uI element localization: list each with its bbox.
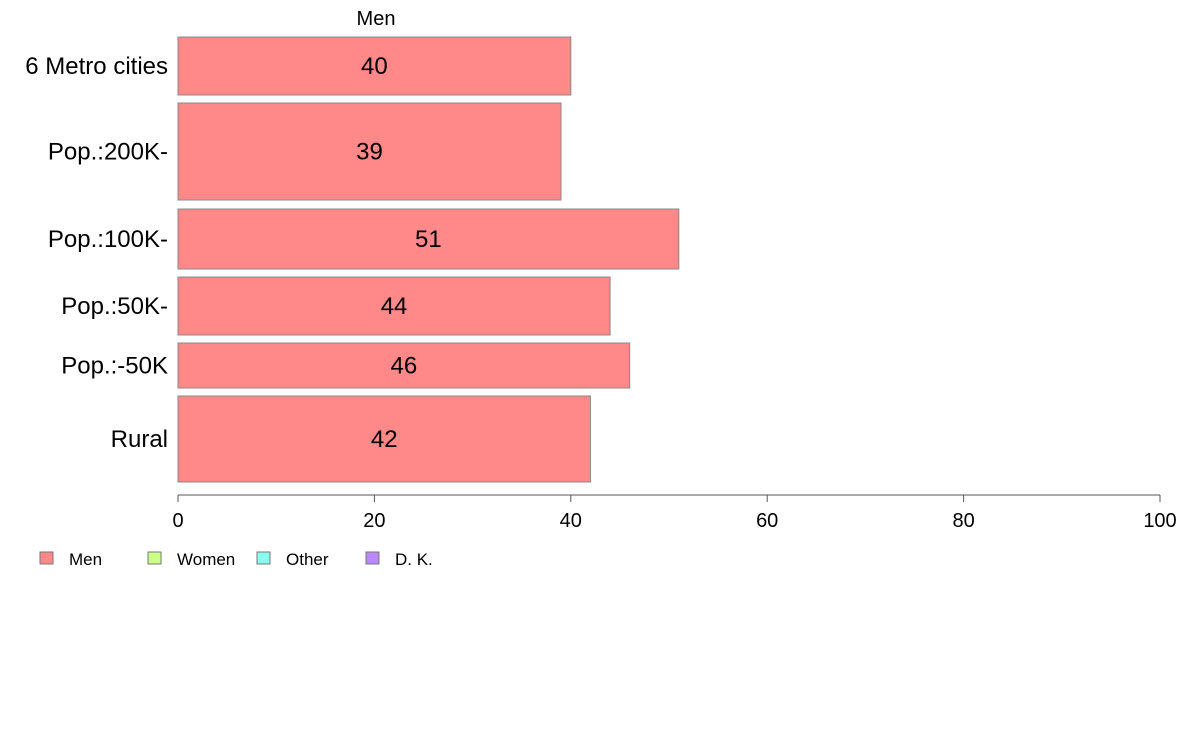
bar-men-4 bbox=[177, 342, 631, 389]
legend-label: D. K. bbox=[395, 550, 433, 569]
legend-swatch bbox=[256, 551, 271, 565]
column-header-label: Men bbox=[357, 8, 396, 30]
x-tick-label: 60 bbox=[756, 510, 778, 532]
category-label: Pop.:100K- bbox=[48, 226, 168, 253]
category-label: Rural bbox=[111, 426, 168, 453]
bar-men-5 bbox=[177, 395, 591, 483]
x-axis: 0 20 40 60 80 100 bbox=[172, 494, 1177, 532]
x-tick-label: 0 bbox=[172, 510, 183, 532]
x-tick-label: 40 bbox=[560, 510, 582, 532]
category-labels: 6 Metro cities Pop.:200K- Pop.:100K- Pop.:5… bbox=[25, 53, 168, 453]
bar-men-0 bbox=[177, 36, 572, 96]
category-label: Pop.:-50K bbox=[61, 353, 168, 380]
legend-label: Men bbox=[69, 550, 102, 569]
x-tick-label: 20 bbox=[363, 510, 385, 532]
legend-swatch bbox=[365, 551, 380, 565]
bar-value-label: 46 bbox=[391, 353, 418, 380]
category-label: 6 Metro cities bbox=[25, 53, 168, 80]
bar-value-label: 42 bbox=[371, 426, 398, 453]
x-tick-label: 80 bbox=[952, 510, 974, 532]
bar-value-label: 40 bbox=[361, 53, 388, 80]
bar-men-3 bbox=[177, 276, 611, 336]
bar-value-label: 39 bbox=[356, 139, 383, 166]
bar-value-label: 44 bbox=[381, 293, 408, 320]
bars-group: 40 39 51 44 46 42 bbox=[177, 36, 680, 483]
category-label: Pop.:200K- bbox=[48, 139, 168, 166]
category-label: Pop.:50K- bbox=[61, 293, 168, 320]
x-tick-label: 100 bbox=[1143, 510, 1176, 532]
legend-label: Women bbox=[177, 550, 235, 569]
legend-swatch bbox=[39, 551, 54, 565]
legend: Men Women Other D. K. bbox=[39, 550, 433, 569]
legend-label: Other bbox=[286, 550, 329, 569]
bar-men-2 bbox=[177, 208, 680, 270]
bar-men-1 bbox=[177, 102, 562, 201]
legend-swatch bbox=[147, 551, 162, 565]
bar-value-label: 51 bbox=[415, 226, 442, 253]
